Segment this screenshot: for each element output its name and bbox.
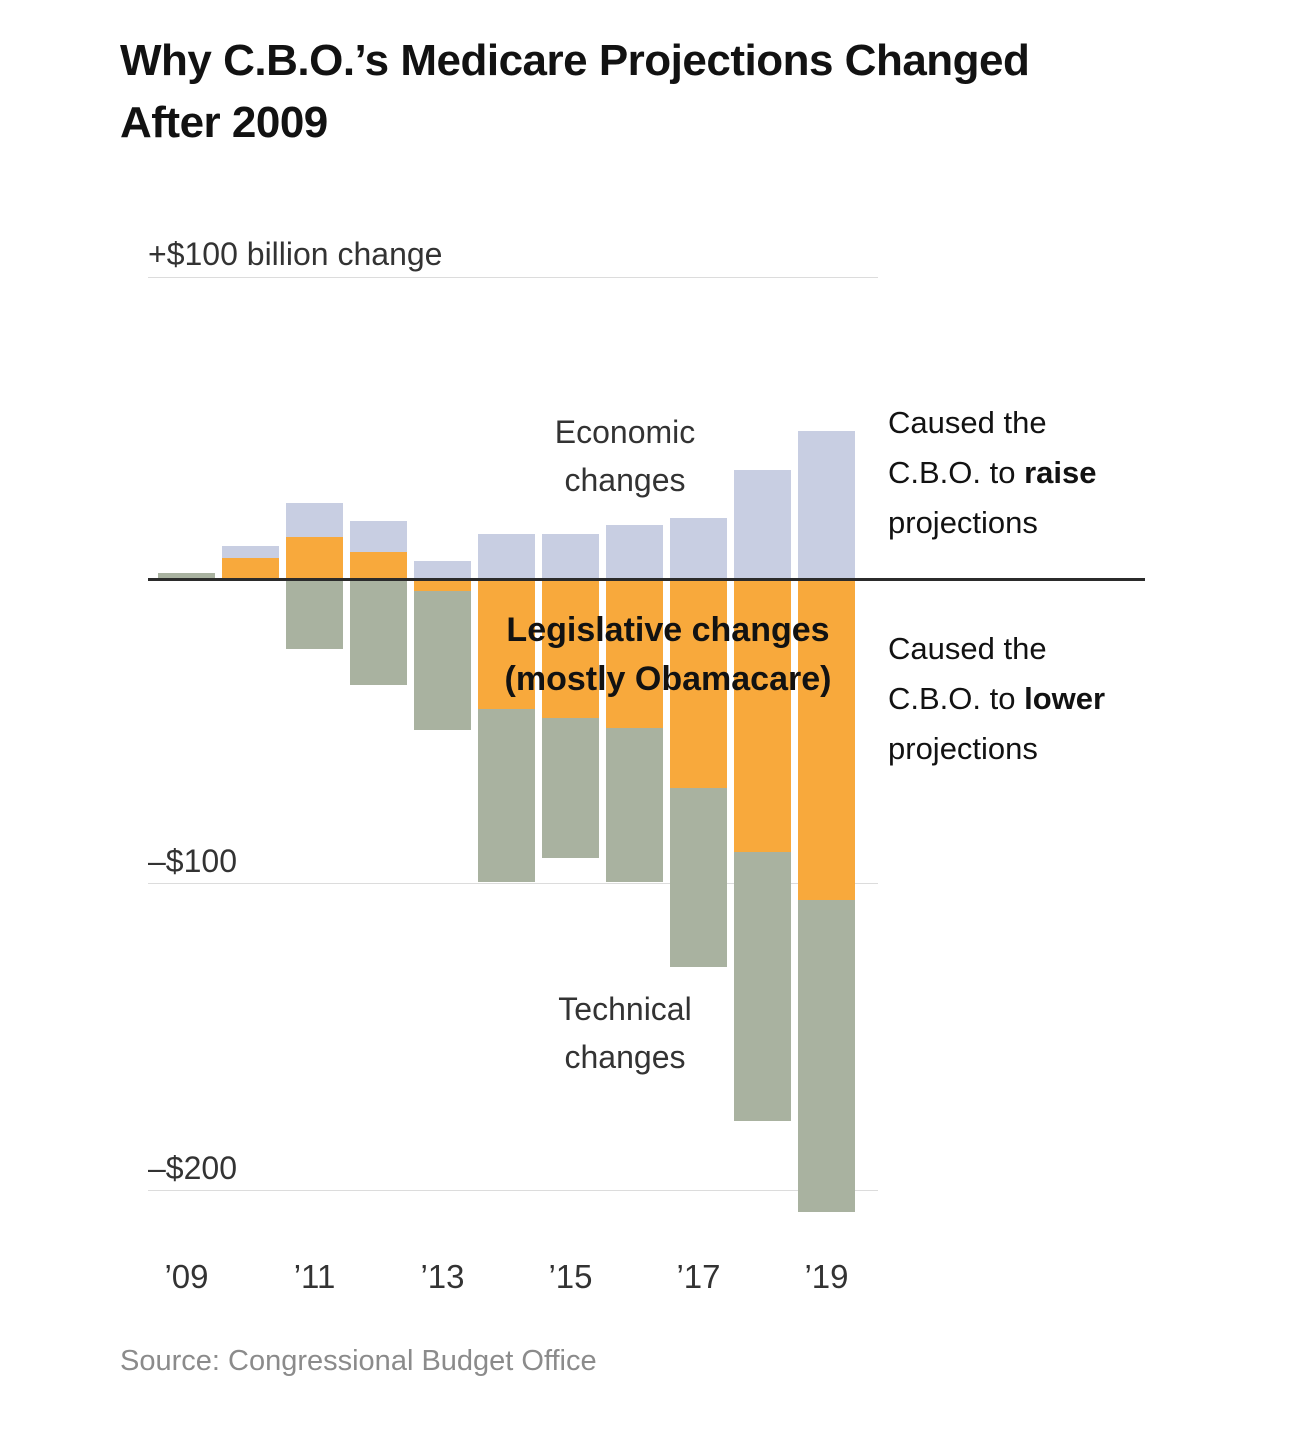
gridline-minus100 [148, 883, 878, 884]
bar-segment-legislative [798, 579, 855, 901]
note-raise-line3: projections [888, 505, 1038, 541]
note-lower-line2-prefix: C.B.O. to [888, 681, 1025, 717]
source-note: Source: Congressional Budget Office [120, 1345, 597, 1377]
note-lower-bold-word: lower [1024, 681, 1106, 717]
gridline-minus200 [148, 1190, 878, 1191]
bar-segment-legislative [606, 579, 663, 728]
bar-segment-economic [606, 524, 663, 579]
bar-segment-technical [350, 579, 407, 685]
x-axis-tick-label: ’19 [804, 1258, 849, 1295]
x-axis-tick-label: ’11 [293, 1258, 336, 1295]
bar-segment-economic [542, 533, 599, 579]
y-axis-label-plus100: +$100 billion change [148, 236, 443, 272]
y-axis-label-minus200: –$200 [148, 1150, 237, 1186]
bar-segment-legislative [670, 579, 727, 789]
y-axis-label-minus100: –$100 [148, 843, 237, 879]
bar-segment-legislative [286, 536, 343, 579]
bar-segment-legislative [542, 579, 599, 719]
note-raise-line1: Caused the [888, 405, 1047, 440]
note-raise-line2-prefix: C.B.O. to [888, 455, 1025, 491]
note-raise-bold-word: raise [1024, 455, 1097, 491]
bar-segment-technical [286, 579, 343, 649]
bar-segment-technical [478, 709, 535, 882]
bar-segment-technical [414, 591, 471, 731]
x-axis-tick-label: ’13 [420, 1258, 465, 1295]
bar-segment-legislative [478, 579, 535, 710]
gridline-plus100 [148, 277, 878, 278]
zero-axis-line [148, 578, 1145, 581]
note-lower-line3: projections [888, 731, 1038, 767]
bar-segment-technical [798, 900, 855, 1213]
bar-segment-economic [734, 469, 791, 579]
bar-segment-legislative [414, 579, 471, 592]
bar-segment-economic [798, 430, 855, 579]
bar-segment-economic [478, 533, 535, 579]
bar-segment-legislative [734, 579, 791, 852]
bar-segment-technical [158, 572, 215, 579]
bar-segment-economic [670, 518, 727, 579]
bar-segment-technical [734, 851, 791, 1122]
x-axis-tick-label: ’17 [676, 1258, 721, 1295]
bar-segment-economic [350, 521, 407, 552]
bar-segment-legislative [350, 551, 407, 579]
bar-segment-technical [542, 718, 599, 858]
chart-title: Why C.B.O.’s Medicare Projections Change… [120, 36, 1030, 148]
annotation-technical-changes: Technical changes [558, 991, 692, 1075]
annotation-legislative-changes: Legislative changes (mostly Obamacare) [504, 611, 832, 699]
annotation-economic-changes: Economic changes [554, 414, 696, 498]
bar-segment-technical [670, 788, 727, 967]
x-axis-tick-label: ’15 [548, 1258, 593, 1295]
note-lower-line1: Caused the [888, 631, 1047, 666]
note-lower-projections: Caused the C.B.O. to lower projections [888, 624, 1178, 775]
note-raise-projections: Caused the C.B.O. to raise projections [888, 398, 1178, 549]
x-axis-tick-label: ’09 [164, 1258, 209, 1295]
bar-segment-economic [222, 545, 279, 558]
bar-segment-economic [414, 560, 471, 579]
bar-segment-technical [606, 727, 663, 882]
bar-segment-legislative [222, 557, 279, 579]
bar-segment-economic [286, 503, 343, 537]
